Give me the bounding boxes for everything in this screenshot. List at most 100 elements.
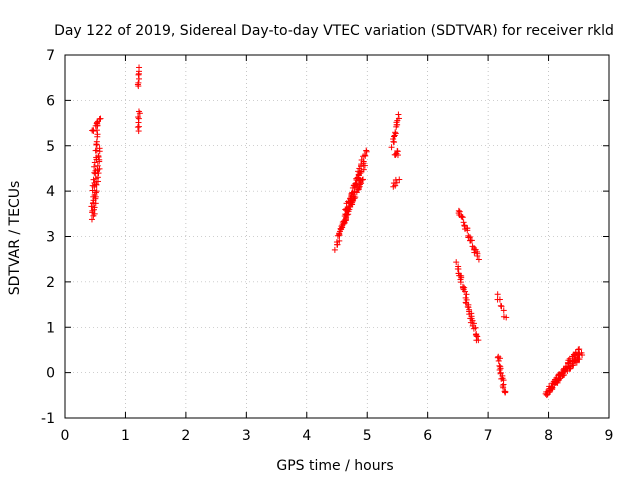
data-points <box>88 64 586 399</box>
y-tick-label: 2 <box>46 275 55 291</box>
x-tick-label: 6 <box>423 428 432 444</box>
data-point <box>94 131 101 138</box>
data-point <box>496 296 503 303</box>
x-tick-label: 1 <box>121 428 130 444</box>
data-point <box>90 176 97 183</box>
x-tick-label: 4 <box>302 428 311 444</box>
data-point <box>136 64 143 71</box>
data-point <box>453 259 460 266</box>
data-point <box>362 152 369 159</box>
data-point <box>475 256 482 263</box>
data-point <box>392 130 399 137</box>
data-point <box>468 237 475 244</box>
data-point <box>94 162 101 169</box>
data-point <box>363 148 370 155</box>
data-point <box>497 302 504 309</box>
data-point <box>469 317 476 324</box>
data-point <box>341 219 348 226</box>
data-point <box>96 156 103 163</box>
data-point <box>390 138 397 145</box>
data-point <box>93 188 100 195</box>
data-point <box>393 179 400 186</box>
data-point <box>464 303 471 310</box>
data-point <box>361 162 368 169</box>
data-point <box>561 372 568 379</box>
data-point <box>392 129 399 136</box>
data-point <box>360 176 367 183</box>
data-point <box>135 108 142 115</box>
data-point <box>352 181 359 188</box>
data-point <box>495 357 502 364</box>
data-point <box>96 165 103 172</box>
data-point <box>135 75 142 82</box>
data-point <box>94 174 101 181</box>
y-tick-label: 6 <box>46 93 55 109</box>
data-point <box>459 214 466 221</box>
data-point <box>346 200 353 207</box>
x-tick-label: 5 <box>363 428 372 444</box>
x-tick-label: 3 <box>242 428 251 444</box>
grid-lines <box>65 55 609 418</box>
data-point <box>503 314 510 321</box>
data-point <box>394 148 401 155</box>
data-point <box>500 307 507 314</box>
data-point <box>90 127 97 134</box>
data-point <box>548 383 555 390</box>
data-point <box>497 355 504 362</box>
data-point <box>355 186 362 193</box>
data-point <box>462 288 469 295</box>
data-point <box>458 213 465 220</box>
data-point <box>494 291 501 298</box>
data-point <box>360 166 367 173</box>
data-point <box>95 170 102 177</box>
data-point <box>474 333 481 340</box>
data-point <box>396 176 403 183</box>
data-point <box>499 372 506 379</box>
data-point <box>474 252 481 259</box>
data-point <box>471 249 478 256</box>
data-point <box>336 237 343 244</box>
data-point <box>88 216 95 223</box>
data-point <box>464 227 471 234</box>
axis-ticks: 0 1 2 3 4 5 6 7 8 9 -1 0 1 2 3 4 5 6 7 <box>41 48 613 444</box>
data-point <box>337 225 344 232</box>
data-point <box>395 111 402 118</box>
data-point <box>334 241 341 248</box>
data-point <box>359 176 366 183</box>
data-point <box>352 194 359 201</box>
y-axis-label: SDTVAR / TECUs <box>7 181 23 296</box>
data-point <box>342 215 349 222</box>
data-point <box>470 320 477 327</box>
x-tick-label: 0 <box>61 428 70 444</box>
data-point <box>351 188 358 195</box>
data-point <box>91 159 98 166</box>
data-point <box>502 388 509 395</box>
plot-frame <box>64 54 610 419</box>
data-point <box>579 352 586 359</box>
data-point <box>395 115 402 122</box>
data-point <box>96 145 103 152</box>
data-point <box>135 79 142 86</box>
y-tick-label: 0 <box>46 366 55 382</box>
data-point <box>460 219 467 226</box>
x-tick-label: 8 <box>544 428 553 444</box>
x-tick-label: 9 <box>605 428 614 444</box>
data-point <box>475 337 482 344</box>
data-point <box>472 324 479 331</box>
data-point <box>91 210 98 217</box>
y-tick-label: -1 <box>41 411 55 427</box>
data-point <box>569 362 576 369</box>
x-tick-label: 2 <box>181 428 190 444</box>
data-point <box>336 231 343 238</box>
chart-title: Day 122 of 2019, Sidereal Day-to-day VTE… <box>54 23 614 39</box>
x-tick-label: 7 <box>484 428 493 444</box>
y-tick-label: 3 <box>46 230 55 246</box>
data-point <box>496 366 503 373</box>
data-point <box>500 384 507 391</box>
data-point <box>331 246 338 253</box>
data-point <box>345 199 352 206</box>
y-tick-label: 1 <box>46 320 55 336</box>
data-point <box>95 153 102 160</box>
data-point <box>135 115 142 122</box>
